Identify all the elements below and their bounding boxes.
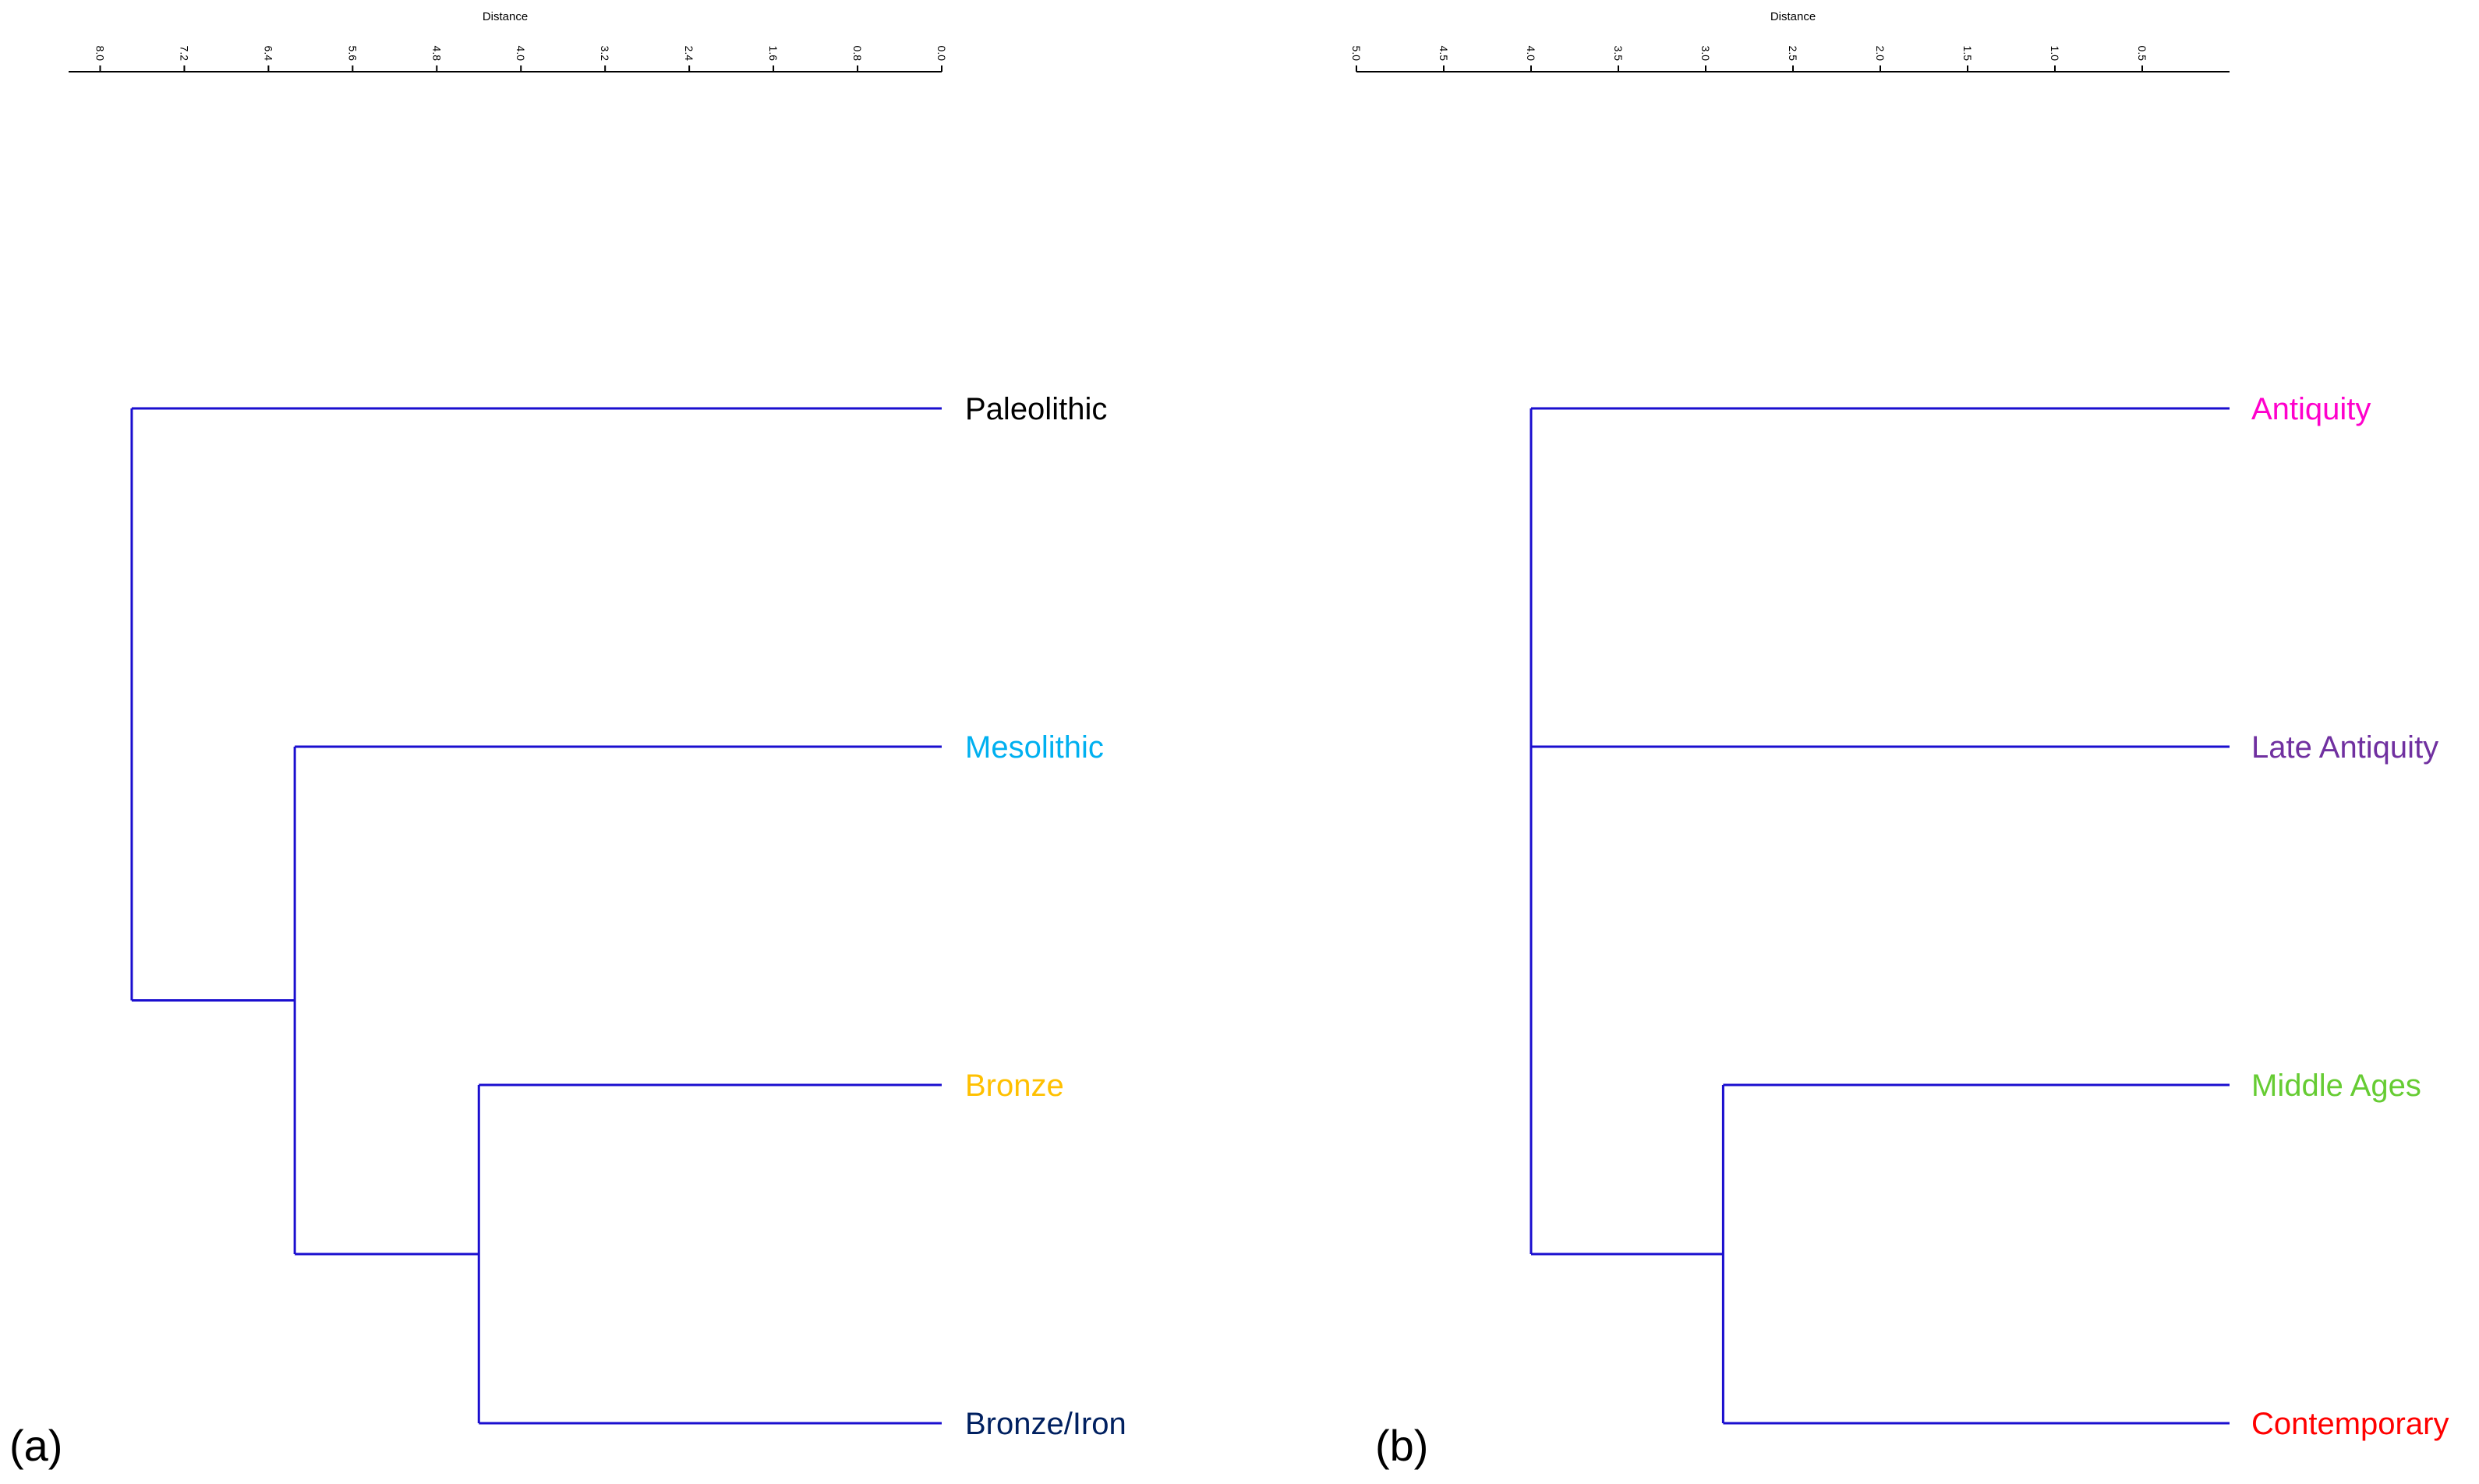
axis-tick-label: 0.0 [935, 46, 948, 62]
axis-tick-label: 0.8 [851, 46, 864, 62]
axis-tick-label: 2.5 [1787, 46, 1799, 62]
axis-title: Distance [483, 10, 528, 23]
leaf-label: Bronze/Iron [965, 1407, 1126, 1441]
leaf-label: Middle Ages [2251, 1069, 2421, 1103]
axis-tick-label: 1.6 [767, 46, 780, 62]
leaf-label: Mesolithic [965, 730, 1104, 765]
axis-tick-label: 6.4 [262, 46, 274, 62]
axis-tick-label: 8.0 [94, 46, 106, 62]
axis-tick-label: 3.2 [599, 46, 611, 62]
leaf-label: Bronze [965, 1069, 1064, 1103]
axis-tick-label: 3.0 [1699, 46, 1712, 62]
axis-tick-label: 7.2 [178, 46, 190, 62]
axis-tick-label: 4.0 [515, 46, 527, 62]
axis-tick-label: 4.8 [430, 46, 443, 62]
panel-label: (a) [9, 1421, 62, 1470]
axis-tick-label: 3.5 [1612, 46, 1625, 62]
axis-tick-label: 4.0 [1525, 46, 1537, 62]
axis-tick-label: 2.4 [683, 46, 695, 62]
leaf-label: Paleolithic [965, 392, 1107, 426]
axis-tick-label: 5.0 [1350, 46, 1363, 62]
panel-b: Distance 5.0 4.5 4.0 3.5 3.0 2.5 2.0 1.5 1.0 0.5 An… [1350, 10, 2449, 1470]
axis-tick-label: 5.6 [346, 46, 359, 62]
axis-tick-label: 0.5 [2136, 46, 2148, 62]
axis-tick-label: 4.5 [1438, 46, 1450, 62]
panel-label: (b) [1375, 1421, 1428, 1470]
axis-tick-label: 1.0 [2049, 46, 2061, 62]
axis-title: Distance [1770, 10, 1816, 23]
panel-a: Distance 8.0 7.2 6.4 5.6 4.8 4.0 3.2 2.4 1.6 0.8 0.… [9, 10, 1126, 1470]
leaf-label: Antiquity [2251, 392, 2371, 426]
leaf-label: Late Antiquity [2251, 730, 2438, 765]
leaf-label: Contemporary [2251, 1407, 2449, 1441]
axis-tick-label: 2.0 [1874, 46, 1887, 62]
axis-tick-label: 1.5 [1961, 46, 1974, 62]
